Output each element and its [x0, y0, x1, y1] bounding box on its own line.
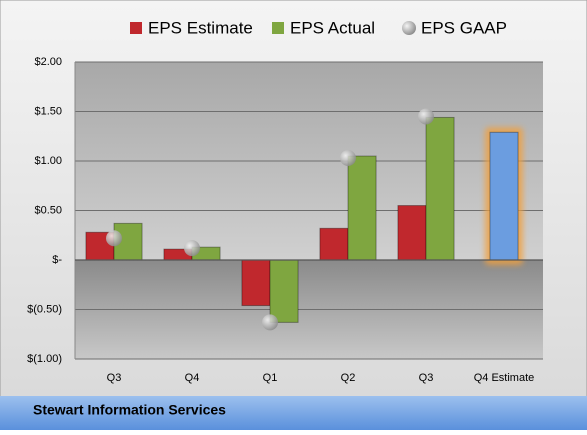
bar: [489, 131, 519, 261]
y-tick-label: $2.00: [34, 56, 62, 68]
gaap-marker: [184, 240, 200, 257]
y-tick-label: $-: [52, 254, 62, 266]
legend-label: EPS Estimate: [148, 18, 253, 37]
legend-label: EPS GAAP: [421, 18, 507, 37]
gaap-marker: [418, 108, 434, 125]
footer-band: [0, 396, 587, 430]
bar: [319, 227, 349, 261]
x-tick-label: Q3: [107, 372, 122, 384]
legend-marker: [272, 22, 284, 34]
y-tick-label: $1.00: [34, 155, 62, 167]
bar: [347, 155, 377, 261]
gaap-marker: [106, 230, 122, 247]
y-tick-label: $(1.00): [27, 353, 62, 365]
x-tick-label: Q3: [419, 372, 434, 384]
footer-title: Stewart Information Services: [33, 402, 226, 418]
x-tick-label: Q1: [263, 372, 278, 384]
x-tick-label: Q4: [185, 372, 200, 384]
bar: [425, 116, 455, 261]
legend-marker: [130, 22, 142, 34]
y-tick-label: $0.50: [34, 204, 62, 216]
bar: [241, 259, 271, 307]
y-tick-label: $1.50: [34, 105, 62, 117]
x-tick-label: Q4 Estimate: [474, 372, 535, 384]
gaap-marker: [262, 314, 278, 331]
bar: [269, 259, 299, 323]
x-tick-label: Q2: [341, 372, 356, 384]
gaap-marker: [340, 150, 356, 167]
legend-marker: [402, 21, 416, 35]
legend-label: EPS Actual: [290, 18, 375, 37]
bar: [397, 205, 427, 261]
y-tick-label: $(0.50): [27, 303, 62, 315]
